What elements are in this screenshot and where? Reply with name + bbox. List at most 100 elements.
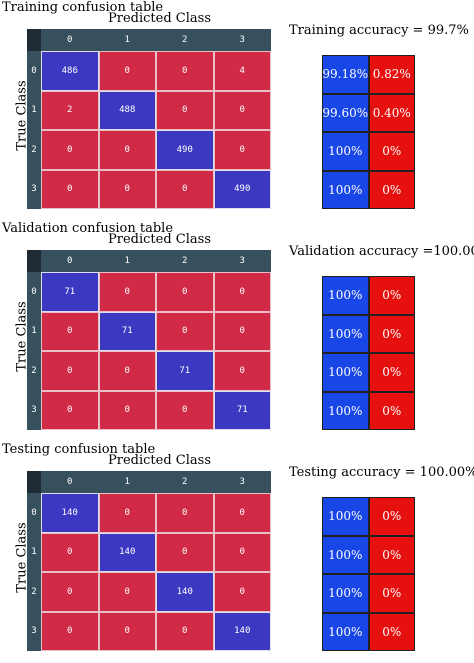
diagonal-cell: 490: [213, 169, 271, 209]
off-diagonal-cell: 0: [156, 390, 214, 430]
off-diagonal-cell: 0: [156, 169, 214, 209]
row-header: 1: [27, 532, 41, 572]
diagonal-cell: 71: [156, 351, 214, 391]
confusion-matrix: 0 1 2 3 0 486 0 0 4 1 2 488 0 0 2 0 0 490 0 3 0 0 0 490: [27, 29, 271, 209]
off-diagonal-cell: 0: [156, 51, 214, 91]
correct-rate-cell: 100%: [322, 132, 369, 171]
row-header: 0: [27, 51, 41, 91]
column-header: 0: [41, 250, 99, 272]
training-section: Training confusion table Predicted Class…: [0, 0, 474, 221]
off-diagonal-cell: 0: [213, 272, 271, 312]
off-diagonal-cell: 0: [156, 611, 214, 651]
matrix-corner: [27, 471, 41, 493]
error-rate-cell: 0%: [368, 314, 415, 353]
error-rate-cell: 0%: [368, 574, 415, 613]
off-diagonal-cell: 0: [98, 169, 156, 209]
column-header: 2: [156, 471, 214, 493]
correct-rate-cell: 100%: [322, 276, 369, 315]
diagonal-cell: 140: [41, 493, 99, 533]
off-diagonal-cell: 0: [213, 351, 271, 391]
error-rate-cell: 0%: [368, 132, 415, 171]
accuracy-table: 100% 0% 100% 0% 100% 0% 100% 0%: [322, 276, 415, 430]
off-diagonal-cell: 0: [98, 493, 156, 533]
confusion-matrix: 0 1 2 3 0 140 0 0 0 1 0 140 0 0 2 0 0 140 0 3 0 0 0 140: [27, 471, 271, 651]
off-diagonal-cell: 0: [213, 493, 271, 533]
validation-section: Validation confusion table Predicted Cla…: [0, 221, 474, 442]
correct-rate-cell: 100%: [322, 391, 369, 430]
error-rate-cell: 0%: [368, 276, 415, 315]
correct-rate-cell: 100%: [322, 612, 369, 651]
off-diagonal-cell: 0: [98, 390, 156, 430]
matrix-corner: [27, 250, 41, 272]
diagonal-cell: 488: [98, 90, 156, 130]
chart-title: Validation confusion table: [2, 221, 174, 236]
column-header: 2: [156, 29, 214, 51]
row-header: 1: [27, 90, 41, 130]
diagonal-cell: 486: [41, 51, 99, 91]
row-header: 2: [27, 351, 41, 391]
accuracy-label: Training accuracy = 99.7%: [289, 23, 469, 38]
column-header: 3: [213, 471, 271, 493]
column-header: 2: [156, 250, 214, 272]
error-rate-cell: 0%: [368, 170, 415, 209]
chart-title: Testing confusion table: [2, 442, 156, 457]
off-diagonal-cell: 0: [156, 493, 214, 533]
off-diagonal-cell: 0: [41, 532, 99, 572]
correct-rate-cell: 100%: [322, 170, 369, 209]
off-diagonal-cell: 0: [213, 311, 271, 351]
chart-title: Training confusion table: [2, 0, 164, 15]
off-diagonal-cell: 0: [41, 572, 99, 612]
correct-rate-cell: 100%: [322, 574, 369, 613]
off-diagonal-cell: 0: [41, 169, 99, 209]
off-diagonal-cell: 0: [156, 311, 214, 351]
off-diagonal-cell: 0: [41, 130, 99, 170]
off-diagonal-cell: 0: [156, 532, 214, 572]
confusion-matrix: 0 1 2 3 0 71 0 0 0 1 0 71 0 0 2 0 0 71 0 3 0 0 0 71: [27, 250, 271, 430]
off-diagonal-cell: 0: [156, 272, 214, 312]
row-header: 3: [27, 611, 41, 651]
correct-rate-cell: 100%: [322, 314, 369, 353]
accuracy-table: 100% 0% 100% 0% 100% 0% 100% 0%: [322, 497, 415, 651]
row-header: 1: [27, 311, 41, 351]
off-diagonal-cell: 0: [98, 272, 156, 312]
off-diagonal-cell: 4: [213, 51, 271, 91]
off-diagonal-cell: 0: [41, 390, 99, 430]
accuracy-table: 99.18% 0.82% 99.60% 0.40% 100% 0% 100% 0%: [322, 55, 415, 209]
x-axis-label: Predicted Class: [108, 453, 211, 468]
column-header: 0: [41, 471, 99, 493]
column-header: 3: [213, 250, 271, 272]
row-header: 3: [27, 390, 41, 430]
x-axis-label: Predicted Class: [108, 232, 211, 247]
off-diagonal-cell: 0: [213, 532, 271, 572]
diagonal-cell: 71: [98, 311, 156, 351]
column-header: 1: [98, 471, 156, 493]
column-header: 0: [41, 29, 99, 51]
correct-rate-cell: 100%: [322, 535, 369, 574]
off-diagonal-cell: 0: [98, 611, 156, 651]
diagonal-cell: 490: [156, 130, 214, 170]
diagonal-cell: 140: [156, 572, 214, 612]
off-diagonal-cell: 0: [98, 130, 156, 170]
column-header: 1: [98, 250, 156, 272]
off-diagonal-cell: 0: [98, 51, 156, 91]
diagonal-cell: 71: [41, 272, 99, 312]
off-diagonal-cell: 0: [41, 351, 99, 391]
error-rate-cell: 0%: [368, 353, 415, 392]
matrix-corner: [27, 29, 41, 51]
off-diagonal-cell: 0: [41, 611, 99, 651]
correct-rate-cell: 100%: [322, 353, 369, 392]
row-header: 3: [27, 169, 41, 209]
diagonal-cell: 140: [213, 611, 271, 651]
accuracy-label: Testing accuracy = 100.00%: [289, 465, 474, 480]
off-diagonal-cell: 0: [213, 90, 271, 130]
row-header: 2: [27, 572, 41, 612]
testing-section: Testing confusion table Predicted Class …: [0, 442, 474, 663]
column-header: 3: [213, 29, 271, 51]
column-header: 1: [98, 29, 156, 51]
off-diagonal-cell: 0: [156, 90, 214, 130]
diagonal-cell: 140: [98, 532, 156, 572]
off-diagonal-cell: 0: [41, 311, 99, 351]
error-rate-cell: 0.40%: [368, 93, 415, 132]
correct-rate-cell: 99.18%: [322, 55, 369, 94]
error-rate-cell: 0%: [368, 497, 415, 536]
